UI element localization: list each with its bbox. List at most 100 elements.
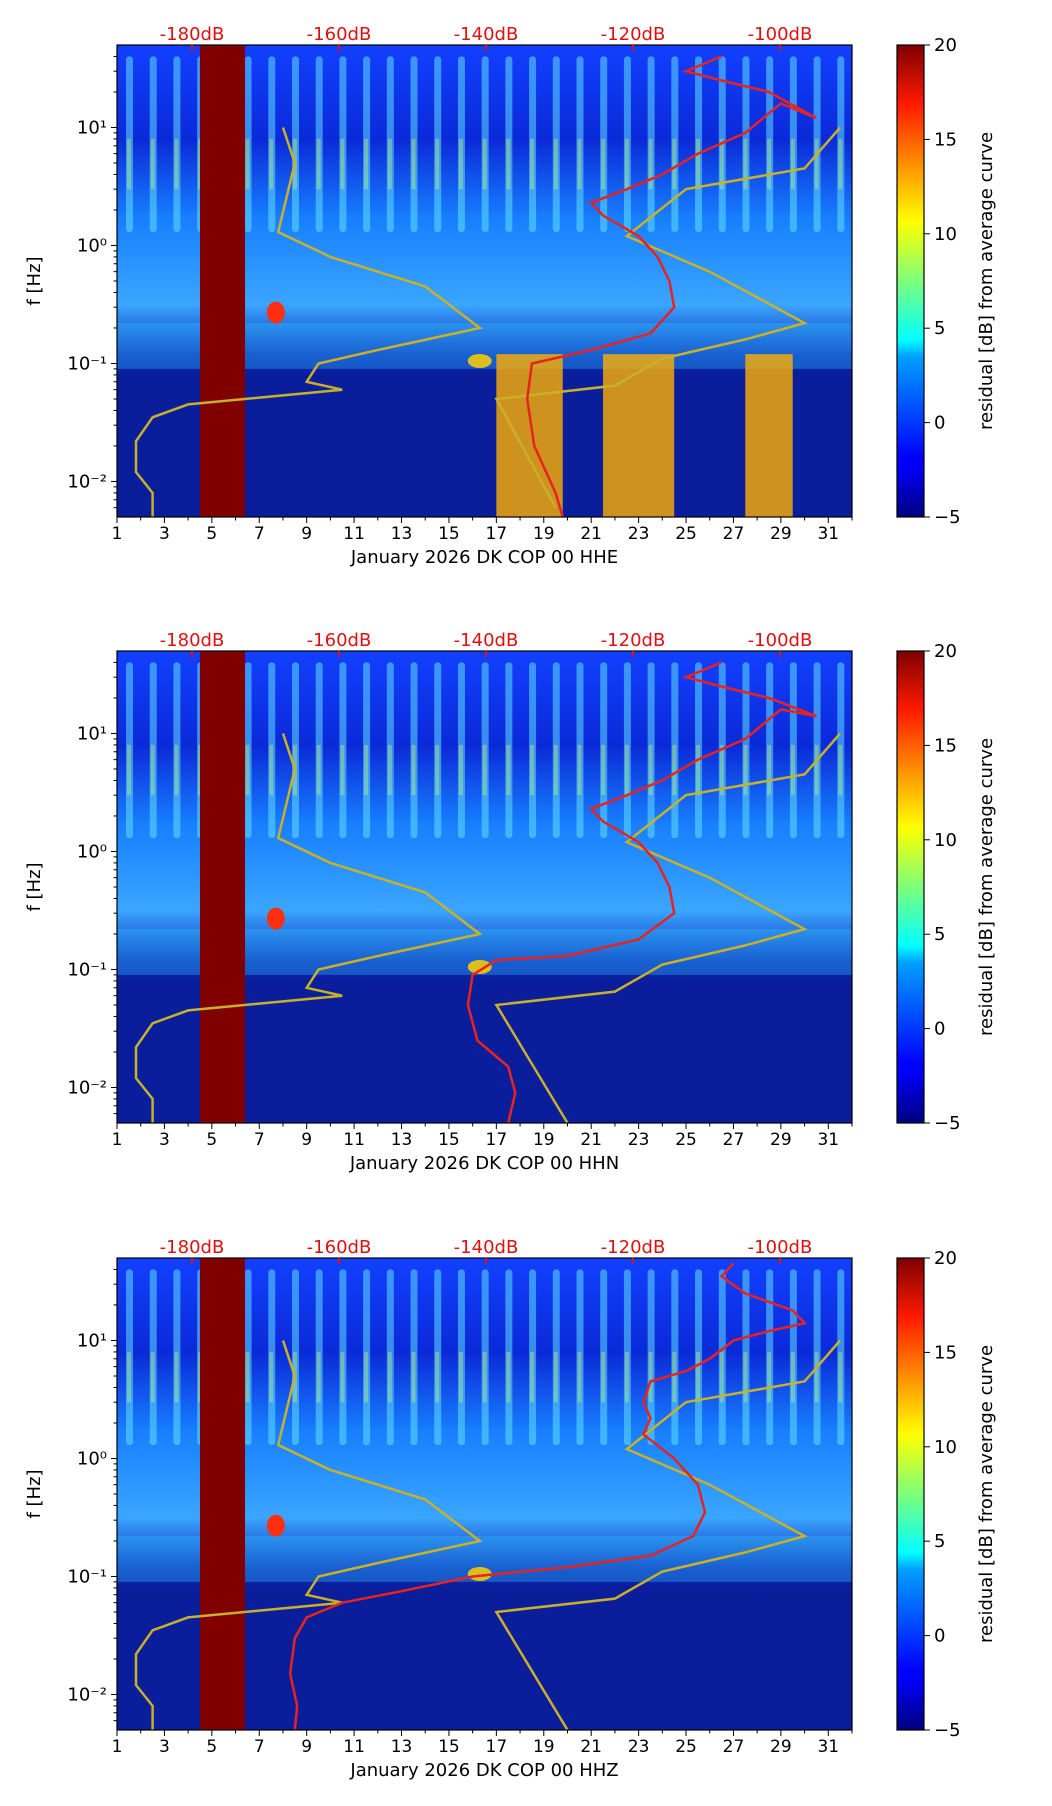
x-tick-label: 13: [391, 1130, 413, 1150]
x-tick-label: 7: [254, 1130, 265, 1150]
daily-stripe-core: [126, 744, 131, 796]
daily-stripe: [339, 56, 347, 233]
top-db-label: -100dB: [748, 24, 813, 45]
daily-stripe-core: [364, 1351, 369, 1403]
daily-stripe-core: [126, 1351, 131, 1403]
x-tick-label: 17: [486, 1737, 508, 1757]
x-tick-label: 5: [206, 524, 217, 544]
colorbar-tick-label: 10: [934, 830, 957, 851]
daily-stripe-core: [862, 1352, 866, 1402]
daily-stripe: [173, 56, 181, 233]
daily-stripe: [291, 662, 299, 839]
daily-stripe: [315, 1269, 323, 1446]
y-tick-label: 10⁻¹: [67, 959, 107, 980]
daily-stripe-core: [458, 744, 463, 796]
daily-stripe-core: [743, 1351, 748, 1403]
colorbar-label: residual [dB] from average curve: [976, 738, 997, 1036]
daily-stripe: [600, 1269, 608, 1446]
daily-stripe-core: [624, 138, 629, 190]
daily-stripe-core: [387, 744, 392, 796]
daily-stripe: [386, 1269, 394, 1446]
daily-stripe-core: [506, 138, 511, 190]
daily-stripe-core: [648, 1351, 653, 1403]
x-tick-label: 19: [533, 524, 555, 544]
spectrogram: [117, 45, 852, 517]
daily-stripe-core: [530, 1351, 535, 1403]
daily-stripe-core: [506, 1351, 511, 1403]
average-psd-curve: [466, 661, 817, 1123]
daily-stripe: [291, 1269, 299, 1446]
daily-stripe: [837, 662, 845, 839]
daily-stripe-core: [719, 1351, 724, 1403]
daily-stripe: [623, 1269, 631, 1446]
daily-stripe: [647, 56, 655, 233]
x-axis-label: January 2026 DK COP 00 HHN: [349, 1153, 619, 1174]
hot-band: [603, 354, 675, 517]
x-tick-label: 25: [675, 524, 697, 544]
colorbar-tick-label: 15: [934, 735, 957, 756]
daily-stripe-core: [482, 1351, 487, 1403]
daily-stripe: [718, 1269, 726, 1446]
daily-stripe: [529, 56, 537, 233]
daily-stripe-core: [269, 744, 274, 796]
colorbar: −5 0 5 10 15 20 residual [dB] from average cur…: [896, 641, 997, 1134]
colorbar-tick-label: 5: [934, 1531, 945, 1552]
x-tick-label: 29: [770, 1737, 792, 1757]
daily-stripe-core: [269, 138, 274, 190]
daily-stripe: [766, 662, 774, 839]
colorbar-tick-label: 20: [934, 641, 957, 662]
top-db-label: -140dB: [454, 630, 519, 651]
daily-stripe: [363, 56, 371, 233]
daily-stripe: [339, 662, 347, 839]
daily-stripe-core: [435, 744, 440, 796]
y-tick-label: 10⁻²: [67, 471, 107, 492]
daily-stripe-core: [411, 1351, 416, 1403]
daily-stripe: [837, 1269, 845, 1446]
colorbar-tick-label: −5: [934, 507, 961, 528]
x-tick-label: 15: [438, 1737, 460, 1757]
colorbar-gradient: [896, 44, 925, 518]
daily-stripe-core: [790, 138, 795, 190]
x-axis-label: January 2026 DK COP 00 HHZ: [349, 1760, 618, 1781]
colorbar: −5 0 5 10 15 20 residual [dB] from average cur…: [896, 1248, 997, 1741]
daily-stripe-core: [767, 138, 772, 190]
colorbar-gradient: [896, 650, 925, 1124]
daily-stripe-core: [174, 744, 179, 796]
x-tick-label: 25: [675, 1130, 697, 1150]
daily-stripe: [837, 56, 845, 233]
x-tick-label: 29: [770, 1130, 792, 1150]
daily-stripe: [149, 662, 157, 839]
daily-stripe: [505, 56, 513, 233]
daily-stripe: [363, 1269, 371, 1446]
daily-stripe: [552, 56, 560, 233]
x-tick-label: 11: [343, 1737, 365, 1757]
daily-stripe-core: [174, 1351, 179, 1403]
daily-stripe-core: [482, 138, 487, 190]
daily-stripe-core: [553, 138, 558, 190]
daily-stripe-core: [364, 138, 369, 190]
x-tick-label: 1: [112, 524, 123, 544]
x-tick-label: 31: [817, 1737, 839, 1757]
daily-stripe-core: [648, 138, 653, 190]
daily-stripe-core: [245, 1351, 250, 1403]
x-tick-label: 21: [580, 1130, 602, 1150]
daily-stripe: [576, 1269, 584, 1446]
top-db-label: -140dB: [454, 24, 519, 45]
daily-stripe-core: [482, 744, 487, 796]
spectrogram: [117, 651, 852, 1123]
daily-stripe-core: [340, 138, 345, 190]
daily-stripe-core: [340, 1351, 345, 1403]
daily-stripe: [529, 1269, 537, 1446]
y-tick-label: 10⁻²: [67, 1077, 107, 1098]
daily-stripe-core: [387, 1351, 392, 1403]
daily-stripe-core: [316, 744, 321, 796]
daily-stripe: [766, 1269, 774, 1446]
daily-stripe: [291, 56, 299, 233]
y-axis-label: f [Hz]: [24, 862, 45, 911]
daily-stripe: [149, 1269, 157, 1446]
daily-stripe-core: [530, 138, 535, 190]
daily-stripe-core: [126, 138, 131, 190]
daily-stripe: [600, 662, 608, 839]
x-tick-label: 1: [112, 1130, 123, 1150]
